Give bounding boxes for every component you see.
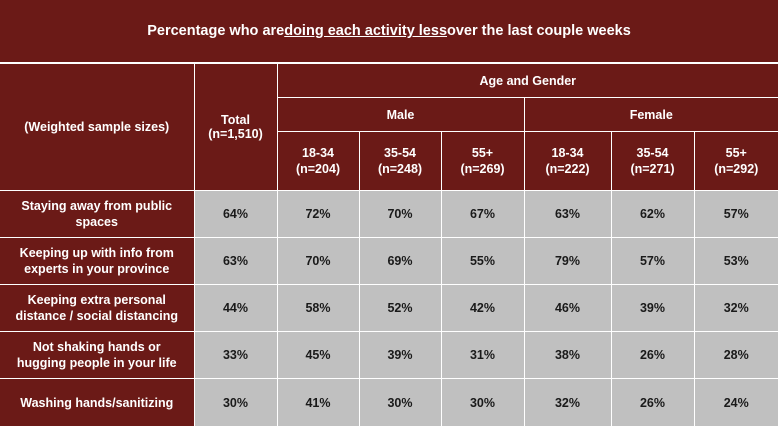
age-column-header: 35-54 (n=271): [610, 131, 695, 191]
value-cell: 53%: [693, 237, 778, 285]
row-label: Not shaking hands or hugging people in yo…: [0, 331, 195, 379]
value-cell: 26%: [610, 378, 695, 427]
table-row: Not shaking hands or hugging people in yo…: [0, 331, 778, 379]
age-column-header: 35-54 (n=248): [358, 131, 442, 191]
age-range: 35-54: [384, 146, 416, 160]
value-cell: 57%: [610, 237, 695, 285]
value-cell: 45%: [276, 331, 360, 379]
row-label-line: experts in your province: [24, 262, 170, 276]
row-label-line: spaces: [75, 215, 118, 229]
total-header: Total (n=1,510): [193, 63, 278, 191]
row-label-line: hugging people in your life: [16, 356, 177, 370]
sample-size: (n=292): [714, 162, 759, 176]
total-header-n: (n=1,510): [208, 127, 263, 141]
row-label-line: Keeping up with info from: [19, 246, 174, 260]
value-cell: 63%: [523, 190, 612, 238]
value-cell: 72%: [276, 190, 360, 238]
total-cell: 33%: [193, 331, 278, 379]
total-header-label: Total: [221, 113, 250, 127]
male-header: Male: [276, 97, 525, 132]
value-cell: 42%: [440, 284, 525, 332]
value-cell: 41%: [276, 378, 360, 427]
value-cell: 30%: [440, 378, 525, 427]
age-column-header: 55+ (n=269): [440, 131, 525, 191]
total-cell: 63%: [193, 237, 278, 285]
sample-size: (n=222): [545, 162, 590, 176]
row-label-line: Not shaking hands or: [32, 340, 161, 354]
value-cell: 70%: [276, 237, 360, 285]
row-label-line: Staying away from public: [21, 199, 173, 213]
value-cell: 30%: [358, 378, 442, 427]
value-cell: 32%: [693, 284, 778, 332]
sample-size: (n=269): [460, 162, 505, 176]
value-cell: 28%: [693, 331, 778, 379]
value-cell: 24%: [693, 378, 778, 427]
row-label-line: Keeping extra personal: [27, 293, 166, 307]
total-cell: 64%: [193, 190, 278, 238]
value-cell: 32%: [523, 378, 612, 427]
value-cell: 46%: [523, 284, 612, 332]
age-range: 35-54: [636, 146, 669, 160]
value-cell: 52%: [358, 284, 442, 332]
value-cell: 62%: [610, 190, 695, 238]
age-range: 18-34: [302, 146, 334, 160]
table-row: Keeping extra personal distance / social …: [0, 284, 778, 332]
row-label: Keeping up with info from experts in your…: [0, 237, 195, 285]
total-cell: 30%: [193, 378, 278, 427]
value-cell: 38%: [523, 331, 612, 379]
total-cell: 44%: [193, 284, 278, 332]
sample-size: (n=204): [295, 162, 341, 176]
value-cell: 69%: [358, 237, 442, 285]
age-column-header: 55+ (n=292): [693, 131, 778, 191]
table-row: Keeping up with info from experts in your…: [0, 237, 778, 285]
age-gender-header: Age and Gender: [276, 63, 778, 98]
sample-size-header: (Weighted sample sizes): [0, 63, 195, 191]
value-cell: 26%: [610, 331, 695, 379]
value-cell: 57%: [693, 190, 778, 238]
value-cell: 39%: [610, 284, 695, 332]
value-cell: 79%: [523, 237, 612, 285]
table-row: Staying away from public spaces 64% 72% 70% 6…: [0, 190, 778, 238]
female-header: Female: [523, 97, 778, 132]
value-cell: 31%: [440, 331, 525, 379]
results-table: (Weighted sample sizes) Total (n=1,510) …: [0, 63, 778, 427]
sample-size: (n=271): [630, 162, 675, 176]
row-label: Washing hands/sanitizing: [0, 378, 195, 427]
age-column-header: 18-34 (n=204): [276, 131, 360, 191]
age-column-header: 18-34 (n=222): [523, 131, 612, 191]
age-range: 55+: [725, 146, 747, 160]
age-range: 55+: [471, 146, 494, 160]
value-cell: 55%: [440, 237, 525, 285]
table-row: Washing hands/sanitizing 30% 41% 30% 30% 32% 2…: [0, 378, 778, 427]
age-range: 18-34: [551, 146, 584, 160]
row-label: Staying away from public spaces: [0, 190, 195, 238]
title-suffix: over the last couple weeks: [447, 23, 631, 39]
row-label-line: Washing hands/sanitizing: [20, 395, 174, 410]
page-title: Percentage who are doing each activity l…: [0, 0, 778, 63]
value-cell: 67%: [440, 190, 525, 238]
row-label: Keeping extra personal distance / social …: [0, 284, 195, 332]
title-underlined: doing each activity less: [284, 23, 448, 39]
value-cell: 39%: [358, 331, 442, 379]
value-cell: 70%: [358, 190, 442, 238]
sample-size: (n=248): [377, 162, 423, 176]
title-prefix: Percentage who are: [147, 23, 285, 39]
row-label-line: distance / social distancing: [15, 309, 179, 323]
value-cell: 58%: [276, 284, 360, 332]
